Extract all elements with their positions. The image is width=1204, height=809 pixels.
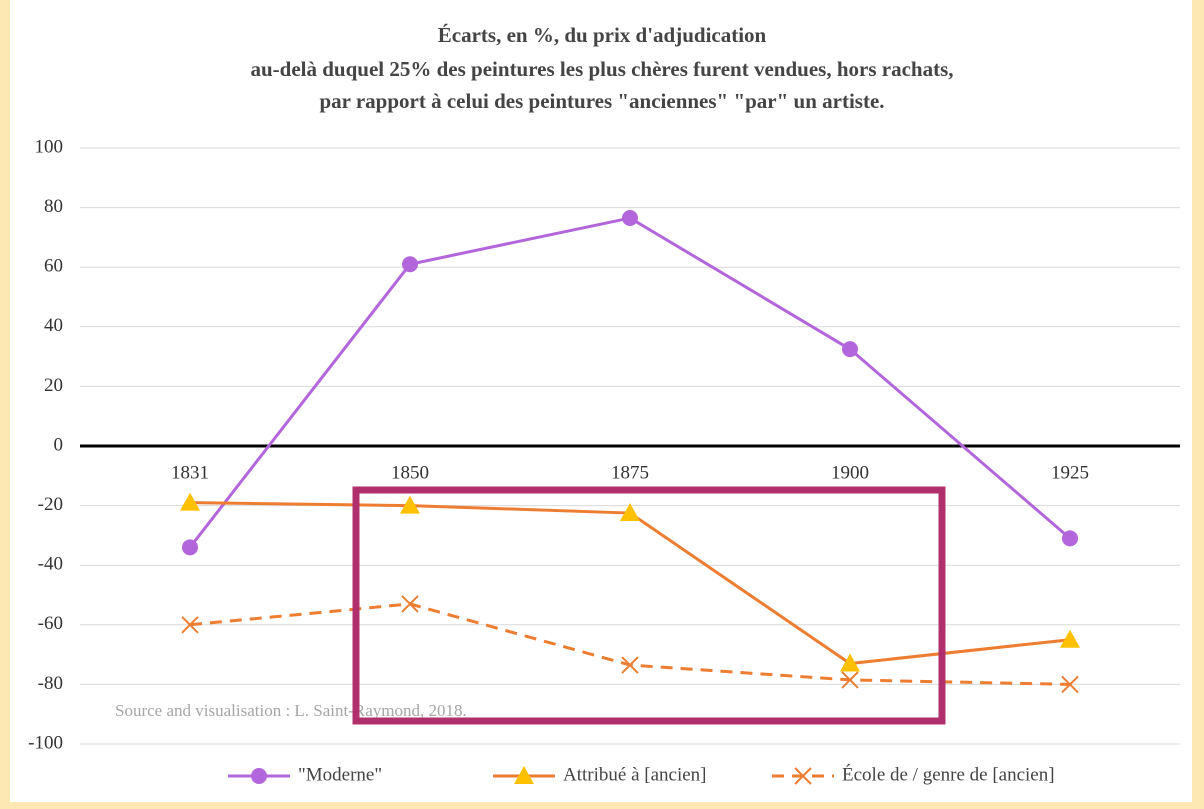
y-tick-label: -80 [38, 673, 63, 694]
y-tick-label: 0 [54, 434, 64, 455]
point [400, 495, 420, 514]
y-tick-label: -20 [38, 494, 63, 515]
point [621, 656, 639, 674]
point [181, 616, 199, 634]
y-tick-label: 20 [44, 375, 63, 396]
legend: "Moderne" Attribué à [ancien] École de / g… [228, 763, 1055, 785]
legend-label: École de / genre de [ancien] [842, 763, 1055, 785]
point [842, 341, 858, 358]
legend-marker [251, 768, 267, 784]
point [840, 653, 860, 672]
highlight-box [352, 486, 946, 725]
y-tick-label: 100 [35, 136, 64, 157]
point [622, 210, 638, 227]
point [1060, 629, 1080, 648]
legend-item: Attribué à [ancien] [493, 764, 706, 785]
legend-item: "Moderne" [228, 764, 382, 785]
point [401, 595, 419, 613]
legend-item: École de / genre de [ancien] [772, 763, 1055, 785]
x-tick-label: 1831 [171, 462, 209, 483]
y-tick-label: 40 [44, 315, 63, 336]
legend-label: Attribué à [ancien] [563, 764, 706, 785]
x-tick-label: 1850 [391, 462, 429, 483]
y-tick-label: 80 [44, 196, 63, 217]
x-tick-label: 1875 [611, 462, 649, 483]
legend-label: "Moderne" [298, 764, 382, 785]
source-note: Source and visualisation : L. Saint-Raym… [115, 701, 467, 720]
grid: -100 -80 -60 -40 -20 0 20 40 60 80 100 1831 1850 1875… [28, 136, 1180, 753]
point [402, 256, 418, 273]
y-tick-label: -40 [38, 554, 63, 575]
x-tick-label: 1900 [831, 462, 869, 483]
point [180, 492, 200, 511]
y-tick-label: -60 [38, 613, 63, 634]
chart-panel [10, 0, 1192, 802]
y-tick-label: 60 [44, 256, 63, 277]
legend-marker [514, 766, 534, 784]
chart-title: Écarts, en %, du prix d'adjudication [438, 23, 767, 47]
x-tick-label: 1925 [1051, 462, 1089, 483]
point [1061, 675, 1079, 694]
point [620, 503, 640, 522]
chart-title: au-delà duquel 25% des peintures les plu… [251, 57, 954, 81]
point [182, 539, 198, 556]
legend-marker [794, 767, 812, 785]
chart-title: par rapport à celui des peintures "ancie… [319, 89, 884, 113]
plot [180, 210, 1080, 694]
point [1062, 530, 1078, 547]
y-tick-label: -100 [28, 732, 63, 753]
point [841, 671, 859, 689]
